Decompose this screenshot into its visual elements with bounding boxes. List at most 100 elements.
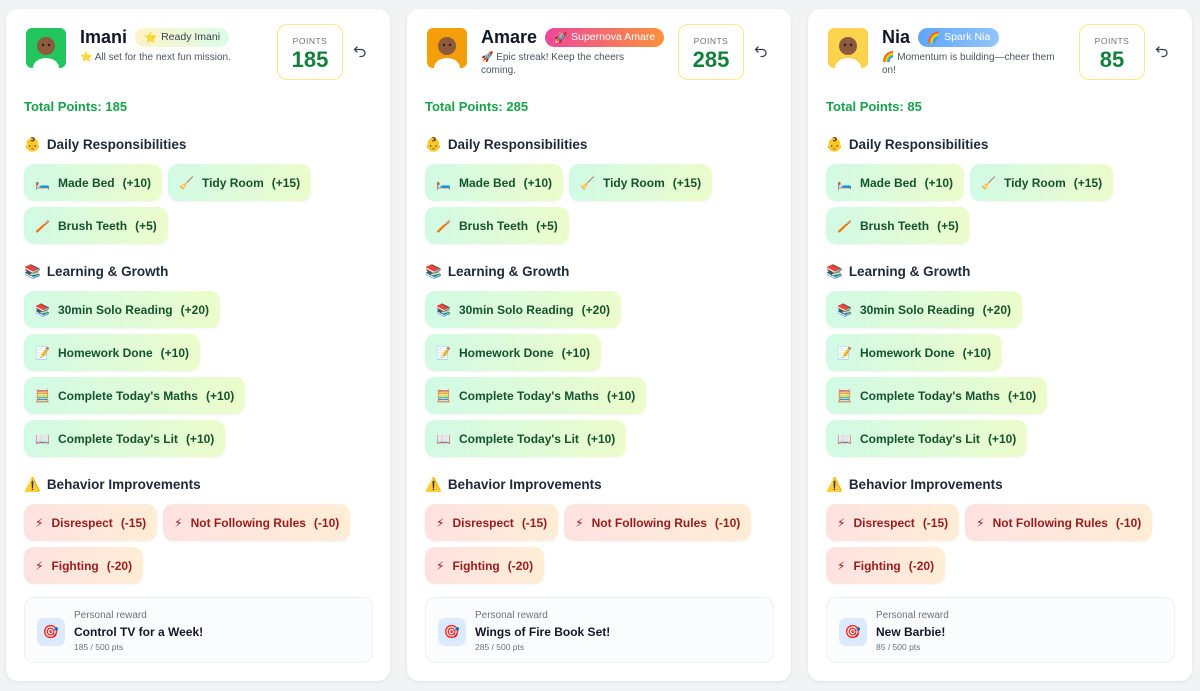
task-points: (+10): [962, 345, 991, 360]
task-button[interactable]: 📝 Homework Done (+10): [425, 334, 601, 371]
task-points: (+10): [205, 388, 235, 403]
task-button[interactable]: 📖 Complete Today's Lit (+10): [826, 420, 1028, 457]
kid-name: Imani: [80, 27, 128, 47]
section-text: Learning & Growth: [848, 264, 971, 279]
task-icon: ⚡: [436, 515, 445, 530]
task-button[interactable]: 🛏️ Made Bed (+10): [24, 164, 162, 201]
task-button[interactable]: ⚡ Fighting (-20): [425, 547, 545, 584]
reward-title: Wings of Fire Book Set!: [475, 625, 611, 639]
avatar-face: [835, 37, 861, 68]
task-button[interactable]: 📝 Homework Done (+10): [826, 334, 1002, 371]
section-text: Behavior Improvements: [447, 477, 602, 492]
avatar: [26, 28, 66, 68]
task-button[interactable]: 🧹 Tidy Room (+15): [569, 164, 713, 201]
task-icon: 📚: [837, 302, 852, 317]
task-button[interactable]: 🧮 Complete Today's Maths (+10): [826, 377, 1048, 414]
task-button[interactable]: 🛏️ Made Bed (+10): [425, 164, 563, 201]
task-button[interactable]: 📖 Complete Today's Lit (+10): [24, 420, 226, 457]
reward-caption: Personal reward: [74, 610, 147, 621]
undo-icon: [353, 46, 366, 58]
task-points: (+15): [672, 175, 702, 190]
task-label: Not Following Rules: [190, 515, 306, 530]
section-text: Learning & Growth: [46, 264, 169, 279]
task-points: (+10): [561, 345, 590, 360]
task-button[interactable]: 🧹 Tidy Room (+15): [970, 164, 1114, 201]
task-label: Fighting: [452, 558, 500, 573]
task-icon: 🛏️: [837, 175, 852, 190]
task-button[interactable]: 🧮 Complete Today's Maths (+10): [425, 377, 647, 414]
button-group: 🛏️ Made Bed (+10) 🧹 Tidy Room (+15) 🪥 Brush Tee…: [425, 164, 773, 244]
task-points: (-20): [507, 558, 534, 573]
task-points: (+10): [160, 345, 189, 360]
section-icon: 👶: [425, 137, 442, 152]
section-title: ⚠️ Behavior Improvements: [24, 475, 372, 495]
undo-button[interactable]: [353, 44, 367, 63]
task-points: (-15): [521, 515, 548, 530]
task-icon: 📝: [837, 345, 852, 360]
task-button[interactable]: 🧹 Tidy Room (+15): [168, 164, 312, 201]
task-button[interactable]: ⚡ Fighting (-20): [24, 547, 144, 584]
task-icon: 🧹: [179, 175, 194, 190]
task-label: Tidy Room: [602, 175, 665, 190]
reward-title: New Barbie!: [876, 625, 946, 639]
kid-card: Amare 🚀 Supernova Amare 🚀 Epic streak! Keep…: [407, 9, 791, 681]
task-button[interactable]: ⚡ Disrespect (-15): [425, 504, 559, 541]
task-button[interactable]: 🪥 Brush Teeth (+5): [24, 207, 168, 244]
task-label: Homework Done: [859, 345, 955, 360]
task-icon: 📖: [436, 431, 451, 446]
task-icon: 🧮: [436, 388, 451, 403]
task-label: Fighting: [853, 558, 901, 573]
task-button[interactable]: 🛏️ Made Bed (+10): [826, 164, 964, 201]
section-title: 📚 Learning & Growth: [425, 262, 773, 282]
undo-button[interactable]: [754, 44, 768, 63]
task-label: Fighting: [51, 558, 99, 573]
task-button[interactable]: 🪥 Brush Teeth (+5): [826, 207, 970, 244]
button-group: ⚡ Disrespect (-15) ⚡ Not Following Rules (-10…: [425, 504, 773, 584]
button-group: 📚 30min Solo Reading (+20) 📝 Homework Done (+…: [24, 291, 372, 457]
badge: 🌈 Spark Nia: [918, 28, 1000, 47]
task-points: (-10): [714, 515, 741, 530]
task-icon: 📖: [837, 431, 852, 446]
reward-box: 🎯 Personal reward Wings of Fire Book Set! 2…: [425, 597, 774, 663]
task-label: Homework Done: [57, 345, 153, 360]
task-button[interactable]: 🪥 Brush Teeth (+5): [425, 207, 569, 244]
reward-icon: 🎯: [839, 618, 867, 646]
task-button[interactable]: ⚡ Not Following Rules (-10): [163, 504, 351, 541]
task-label: Brush Teeth: [458, 218, 529, 233]
task-points: (+10): [1007, 388, 1037, 403]
task-label: Complete Today's Lit: [458, 431, 579, 446]
task-points: (+10): [987, 431, 1017, 446]
task-button[interactable]: ⚡ Not Following Rules (-10): [965, 504, 1153, 541]
total-points: Total Points: 185: [24, 99, 128, 114]
undo-button[interactable]: [1155, 44, 1169, 63]
task-button[interactable]: ⚡ Not Following Rules (-10): [564, 504, 752, 541]
task-button[interactable]: ⚡ Fighting (-20): [826, 547, 946, 584]
task-label: Complete Today's Maths: [859, 388, 1000, 403]
task-label: Complete Today's Lit: [859, 431, 980, 446]
task-button[interactable]: ⚡ Disrespect (-15): [826, 504, 960, 541]
section-title: 👶 Daily Responsibilities: [826, 135, 1174, 155]
task-button[interactable]: 📝 Homework Done (+10): [24, 334, 200, 371]
task-icon: 🛏️: [35, 175, 50, 190]
task-icon: 🪥: [436, 218, 451, 233]
avatar-face: [33, 37, 59, 68]
task-button[interactable]: 📖 Complete Today's Lit (+10): [425, 420, 627, 457]
task-button[interactable]: 📚 30min Solo Reading (+20): [425, 291, 621, 328]
message-icon: ⭐: [80, 52, 93, 63]
badge-icon: ⭐: [144, 32, 158, 44]
section-text: Daily Responsibilities: [848, 137, 989, 152]
section-title: 👶 Daily Responsibilities: [24, 135, 372, 155]
task-points: (+15): [1073, 175, 1103, 190]
task-button[interactable]: 📚 30min Solo Reading (+20): [826, 291, 1022, 328]
task-button[interactable]: 📚 30min Solo Reading (+20): [24, 291, 220, 328]
points-box: POINTS 185: [277, 24, 343, 80]
points-value: 185: [291, 47, 329, 72]
task-button[interactable]: ⚡ Disrespect (-15): [24, 504, 158, 541]
avatar-face: [434, 37, 460, 68]
task-button[interactable]: 🧮 Complete Today's Maths (+10): [24, 377, 246, 414]
task-icon: 🪥: [837, 218, 852, 233]
kid-name: Amare: [481, 27, 538, 47]
task-points: (-20): [106, 558, 133, 573]
task-label: Disrespect: [51, 515, 113, 530]
points-value: 285: [692, 47, 730, 72]
